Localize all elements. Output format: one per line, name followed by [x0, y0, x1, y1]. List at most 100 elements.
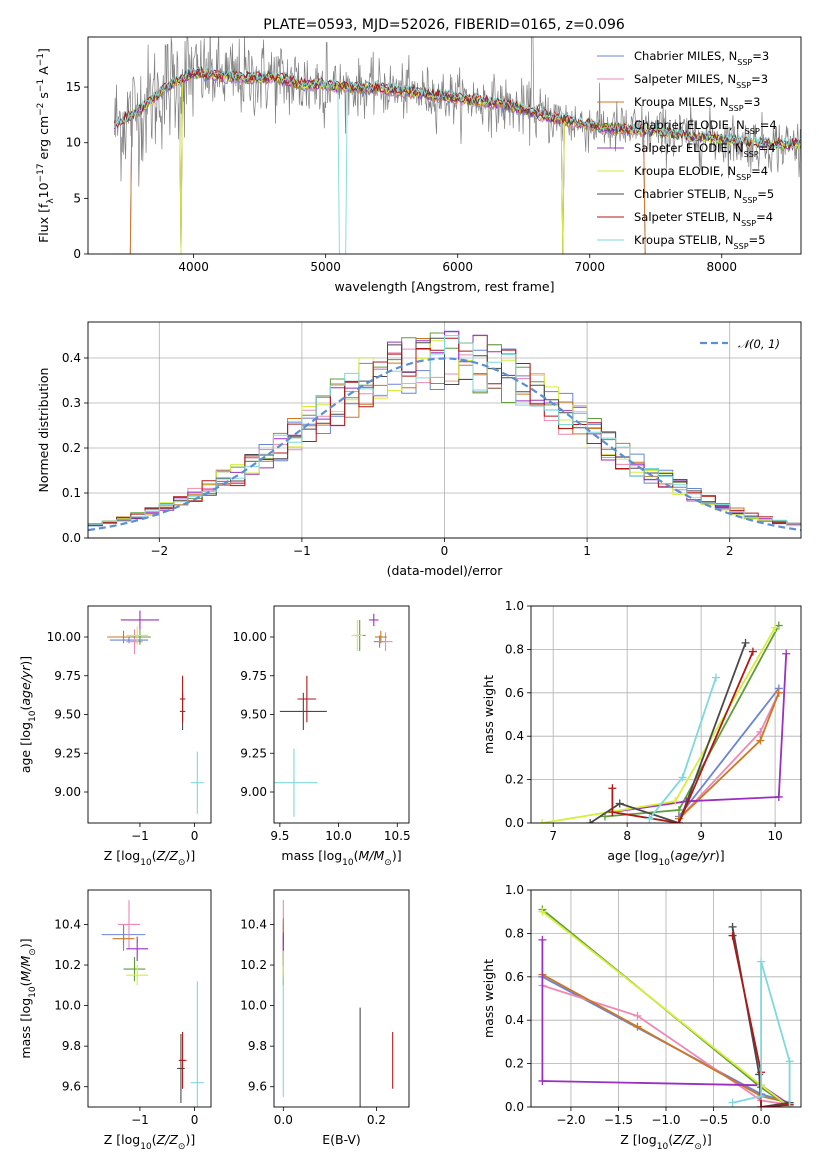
weight-marker	[785, 1103, 794, 1107]
y-tick-label: 10.2	[240, 958, 267, 972]
errorbar-point	[129, 629, 151, 645]
legend-label: Chabrier ELODIE, NSSP=4	[634, 118, 777, 136]
weight-marker	[756, 736, 765, 745]
x-tick-label: −1.5	[604, 1113, 633, 1127]
x-tick-label: 9	[697, 829, 705, 843]
x-tick-label: 1	[583, 544, 591, 558]
y-tick-label: 9.50	[54, 708, 81, 722]
x-tick-label: 0	[191, 1113, 199, 1127]
x-tick-label: −1.0	[651, 1113, 680, 1127]
y-tick-label: 9.00	[54, 785, 81, 799]
x-tick-label: −1	[131, 1113, 149, 1127]
weight-marker	[728, 922, 737, 931]
weight_vs_age-frame	[530, 605, 802, 824]
gaussian-curve	[87, 357, 802, 532]
weight-line	[611, 651, 754, 823]
legend-label: Kroupa ELODIE, NSSP=4	[634, 164, 768, 182]
x-tick-label: 0.0	[274, 1113, 293, 1127]
spectrum-legend: Chabrier MILES, NSSP=3 Salpeter MILES, NS…	[597, 49, 777, 251]
y-tick-label: 0.4	[62, 351, 81, 365]
y-tick-label: 10.4	[54, 917, 81, 931]
figure-title: PLATE=0593, MJD=52026, FIBERID=0165, z=0…	[263, 17, 625, 33]
weight-marker	[633, 1011, 642, 1020]
weight-marker	[774, 792, 783, 801]
x-tick-label: −1	[131, 829, 149, 843]
weight-line	[589, 642, 747, 823]
y-tick-label: 0.2	[62, 441, 81, 455]
weight-marker	[678, 773, 687, 782]
x-axis-label: E(B-V)	[322, 1132, 361, 1147]
y-tick-label: 9.75	[240, 669, 267, 683]
x-tick-label: −2	[150, 544, 168, 558]
x-tick-label: 7000	[574, 260, 605, 274]
y-tick-label: 10	[66, 136, 81, 150]
errorbar-point	[126, 936, 149, 961]
y-tick-label: 0.3	[62, 396, 81, 410]
errorbar-point	[297, 675, 317, 723]
x-tick-label: −0.5	[699, 1113, 728, 1127]
axes-weight_vs_Z: −2.0 −1.5 −1.0 −0.5 0.00.00.20.40.60.81.0Z […	[481, 883, 801, 1152]
y-tick-label: 0	[73, 247, 81, 261]
x-axis-label: wavelength [Angstrom, rest frame]	[334, 279, 554, 294]
weight-marker	[757, 957, 766, 966]
y-tick-label: 9.50	[240, 708, 267, 722]
x-tick-label: 0	[191, 829, 199, 843]
errorbar-point	[190, 981, 204, 1107]
x-tick-label: 7	[549, 829, 557, 843]
weight-marker	[608, 808, 617, 817]
y-tick-label: 9.25	[240, 746, 267, 760]
y-axis-label: Normed distribution	[36, 368, 51, 493]
errorbar-point	[274, 748, 318, 817]
x-tick-label: 4000	[178, 260, 209, 274]
legend-label: Salpeter ELODIE, NSSP=4	[634, 141, 776, 159]
y-tick-label: 0.0	[505, 1100, 524, 1114]
weight_vs_Z-frame	[530, 889, 802, 1108]
legend-label: Chabrier STELIB, NSSP=5	[634, 187, 774, 205]
y-tick-label: 0.0	[505, 816, 524, 830]
y-tick-label: 0.2	[505, 1057, 524, 1071]
weight-marker	[538, 935, 547, 944]
y-tick-label: 0.4	[505, 729, 524, 743]
weight-marker	[674, 819, 683, 823]
errorbar-point	[177, 1033, 185, 1103]
x-tick-label: 10.5	[384, 829, 411, 843]
y-tick-label: 15	[66, 80, 81, 94]
y-tick-label: 9.75	[54, 669, 81, 683]
residual-histogram	[88, 337, 801, 525]
weight-line	[678, 687, 780, 818]
weight-line	[541, 973, 790, 1104]
errorbar-point	[369, 613, 379, 627]
weight-line	[612, 653, 788, 813]
gaussian-legend-label: 𝒩(0, 1)	[738, 337, 780, 351]
weight-marker	[538, 1076, 547, 1085]
weight-marker	[608, 784, 617, 793]
axes-mass_vs_ebv: 0.0 0.2 9.6 9.8 10.0 10.2 10.4 E(B-V)	[240, 917, 386, 1147]
weight-marker	[748, 647, 757, 656]
y-tick-label: 9.6	[248, 1080, 267, 1094]
y-tick-label: 1.0	[505, 883, 524, 897]
x-tick-label: 10.0	[325, 829, 352, 843]
errorbar-point	[374, 630, 387, 644]
y-tick-label: 10.00	[233, 630, 267, 644]
mass_vs_ebv-frame	[273, 889, 410, 1108]
weight-marker	[586, 819, 595, 823]
legend-label: Salpeter MILES, NSSP=3	[634, 72, 768, 90]
x-tick-label: −2.0	[556, 1113, 585, 1127]
y-tick-label: 0.6	[505, 686, 524, 700]
errorbar-point	[190, 751, 204, 814]
y-tick-label: 0.2	[505, 773, 524, 787]
y-tick-label: 0.4	[505, 1013, 524, 1027]
weight-marker	[774, 688, 783, 697]
x-tick-label: −1	[293, 544, 311, 558]
age_vs_mass-frame	[273, 605, 410, 824]
x-tick-label: 8000	[707, 260, 738, 274]
x-tick-label: 2	[726, 544, 734, 558]
y-axis-label: mass weight	[481, 959, 496, 1038]
legend-label: Salpeter STELIB, NSSP=4	[634, 210, 773, 228]
x-tick-label: 0.0	[752, 1113, 771, 1127]
y-tick-label: 9.25	[54, 746, 81, 760]
age_vs_Z-frame	[87, 605, 212, 824]
weight-marker	[645, 814, 654, 823]
y-tick-label: 9.8	[62, 1039, 81, 1053]
